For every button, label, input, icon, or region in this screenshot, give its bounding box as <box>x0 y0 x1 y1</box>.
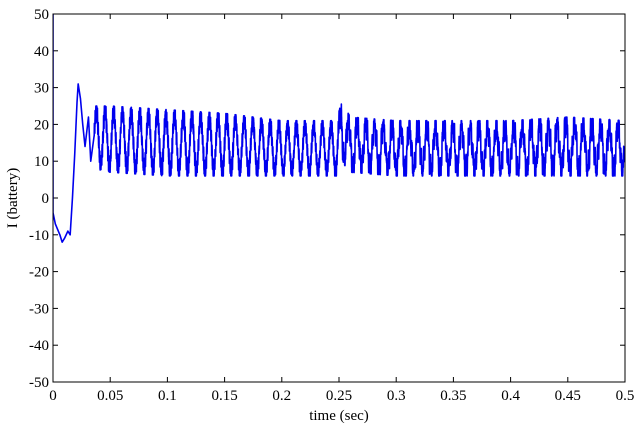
y-tick-label: -30 <box>29 301 49 317</box>
x-tick-label: 0.05 <box>97 388 123 404</box>
y-tick-label: -10 <box>29 228 49 244</box>
x-tick-label: 0.4 <box>501 388 520 404</box>
data-layer <box>53 14 625 243</box>
y-tick-label: 40 <box>34 44 49 60</box>
y-tick-label: -50 <box>29 375 49 391</box>
plot-frame <box>52 13 626 383</box>
y-tick-label: 50 <box>34 7 49 23</box>
x-tick-label: 0.15 <box>211 388 237 404</box>
x-axis-label: time (sec) <box>309 408 369 424</box>
y-tick-label: 20 <box>34 117 49 133</box>
x-tick-label: 0.3 <box>387 388 406 404</box>
x-tick-label: 0.35 <box>440 388 466 404</box>
series-line <box>53 14 625 243</box>
y-tick-label: 0 <box>42 191 50 207</box>
x-tick-label: 0 <box>49 388 57 404</box>
x-tick-label: 0.5 <box>616 388 635 404</box>
x-tick-label: 0.45 <box>555 388 581 404</box>
y-tick-label: 30 <box>34 81 49 97</box>
y-tick-label: 10 <box>34 154 49 170</box>
x-tick-label: 0.2 <box>272 388 291 404</box>
tick-layer: 0 0.05 0.1 0.15 0.2 0.25 0.3 0.35 0.4 0.45 0.5 -50 -… <box>29 7 634 404</box>
y-tick-label: -40 <box>29 338 49 354</box>
x-tick-label: 0.1 <box>158 388 177 404</box>
x-tick-label: 0.25 <box>326 388 352 404</box>
y-tick-label: -20 <box>29 265 49 281</box>
y-axis-label: I (battery) <box>5 168 21 228</box>
